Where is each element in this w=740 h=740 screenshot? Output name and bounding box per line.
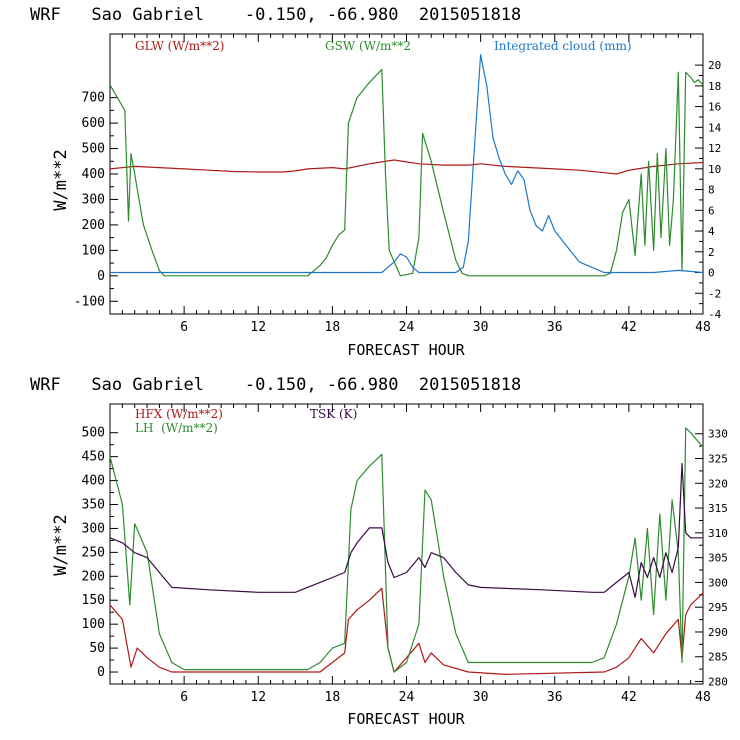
y-tick-label: 700 — [82, 91, 105, 106]
y-tick-label: 100 — [82, 617, 105, 632]
x-tick-label: 24 — [399, 320, 415, 335]
y2-tick-label: 12 — [708, 142, 721, 155]
x-axis-label: FORECAST HOUR — [347, 341, 465, 359]
y-tick-label: 300 — [82, 192, 105, 207]
y2-tick-label: 20 — [708, 59, 721, 72]
x-tick-label: 42 — [621, 690, 637, 705]
y-tick-label: -100 — [74, 294, 105, 309]
y-tick-label: 500 — [82, 142, 105, 157]
y-tick-label: 50 — [89, 641, 105, 656]
plot-frame-bottom — [109, 403, 704, 685]
y2-tick-label: 8 — [708, 184, 715, 197]
axis-ticks-bottom — [110, 404, 703, 684]
legend-tsk: TSK (K) — [310, 407, 357, 421]
series-line-lh — [109, 427, 704, 673]
x-tick-label: 42 — [621, 320, 637, 335]
y2-tick-label: 280 — [708, 676, 728, 689]
x-tick-label: 18 — [325, 690, 341, 705]
y-tick-label: 150 — [82, 593, 105, 608]
y-tick-label: 400 — [82, 167, 105, 182]
x-tick-label: 12 — [250, 690, 266, 705]
y-tick-label: 200 — [82, 218, 105, 233]
chart-title: WRF Sao Gabriel -0.150, -66.980 20150518… — [30, 5, 521, 25]
x-tick-label: 36 — [547, 690, 563, 705]
y2-tick-label: 6 — [708, 204, 715, 217]
series-line-hfx — [109, 587, 704, 675]
y2-tick-label: -4 — [708, 308, 722, 321]
y-tick-label: 350 — [82, 498, 105, 513]
series-lines — [109, 54, 704, 277]
series-line-integrated — [110, 54, 704, 274]
chart-title-bottom: WRF Sao Gabriel -0.150, -66.980 20150518… — [30, 375, 521, 395]
series-line-gsw — [109, 69, 704, 277]
y2-axis-tick-labels: -4 -2 0 2 4 6 8 10 12 14 16 18 20 — [708, 59, 722, 321]
chart-top: WRF Sao Gabriel -0.150, -66.980 20150518… — [30, 5, 722, 359]
y2-tick-label: 310 — [708, 527, 728, 540]
legend-gsw: GSW (W/m**2 — [325, 39, 411, 53]
y-axis-label-bottom: W/m**2 — [51, 514, 71, 575]
y-axis-label: W/m**2 — [51, 149, 71, 210]
y-tick-label: 500 — [82, 426, 105, 441]
series-lines-bottom — [109, 427, 704, 675]
legend-cloud: Integrated cloud (mm) — [494, 39, 632, 53]
x-tick-label: 30 — [473, 320, 489, 335]
axis-ticks — [110, 34, 703, 315]
y2-axis-tick-labels-bottom: 280 285 290 295 300 305 310 315 320 325 330 — [708, 428, 728, 689]
y2-tick-label: 295 — [708, 601, 728, 614]
x-tick-label: 18 — [325, 320, 341, 335]
legend-lh: LH (W/m**2) — [135, 421, 218, 435]
y2-tick-label: 285 — [708, 651, 728, 664]
y2-tick-label: 18 — [708, 80, 721, 93]
y-tick-label: 0 — [97, 269, 105, 284]
legend-hfx: HFX (W/m**2) — [135, 407, 223, 421]
x-tick-label: 48 — [695, 690, 711, 705]
y-tick-label: 100 — [82, 243, 105, 258]
y-tick-label: 450 — [82, 450, 105, 465]
x-tick-label: 6 — [180, 320, 188, 335]
y2-tick-label: 2 — [708, 246, 715, 259]
y2-tick-label: 330 — [708, 428, 728, 441]
x-tick-label: 24 — [399, 690, 415, 705]
y2-tick-label: 320 — [708, 477, 728, 490]
y2-tick-label: 14 — [708, 121, 722, 134]
y2-tick-label: 305 — [708, 552, 728, 565]
y2-tick-label: 4 — [708, 225, 715, 238]
y-tick-label: 600 — [82, 116, 105, 131]
y2-tick-label: -2 — [708, 287, 721, 300]
y-tick-label: 200 — [82, 569, 105, 584]
legend-glw: GLW (W/m**2) — [135, 39, 224, 53]
y-tick-label: 400 — [82, 474, 105, 489]
y2-tick-label: 290 — [708, 626, 728, 639]
y-axis-tick-labels-bottom: 0 50 100 150 200 250 300 350 400 450 500 — [82, 426, 105, 680]
y2-tick-label: 16 — [708, 101, 721, 114]
y-tick-label: 250 — [82, 545, 105, 560]
y2-tick-label: 0 — [708, 267, 715, 280]
x-axis-label-bottom: FORECAST HOUR — [347, 710, 465, 728]
y2-tick-label: 315 — [708, 502, 728, 515]
x-tick-label: 30 — [473, 690, 489, 705]
y-tick-label: 300 — [82, 521, 105, 536]
x-axis-tick-labels: 6 12 18 24 30 36 42 48 — [180, 320, 711, 335]
x-tick-label: 12 — [250, 320, 266, 335]
chart-bottom: WRF Sao Gabriel -0.150, -66.980 20150518… — [30, 375, 728, 728]
y2-tick-label: 10 — [708, 163, 721, 176]
y2-tick-label: 300 — [708, 576, 728, 589]
series-line-glw — [109, 159, 704, 175]
x-tick-label: 6 — [180, 690, 188, 705]
x-tick-label: 36 — [547, 320, 563, 335]
x-axis-tick-labels-bottom: 6 12 18 24 30 36 42 48 — [180, 690, 711, 705]
y-axis-tick-labels: -100 0 100 200 300 400 500 600 700 — [74, 91, 105, 310]
x-tick-label: 48 — [695, 320, 711, 335]
y2-tick-label: 325 — [708, 453, 728, 466]
series-line-tsk — [109, 462, 703, 598]
y-tick-label: 0 — [97, 665, 105, 680]
